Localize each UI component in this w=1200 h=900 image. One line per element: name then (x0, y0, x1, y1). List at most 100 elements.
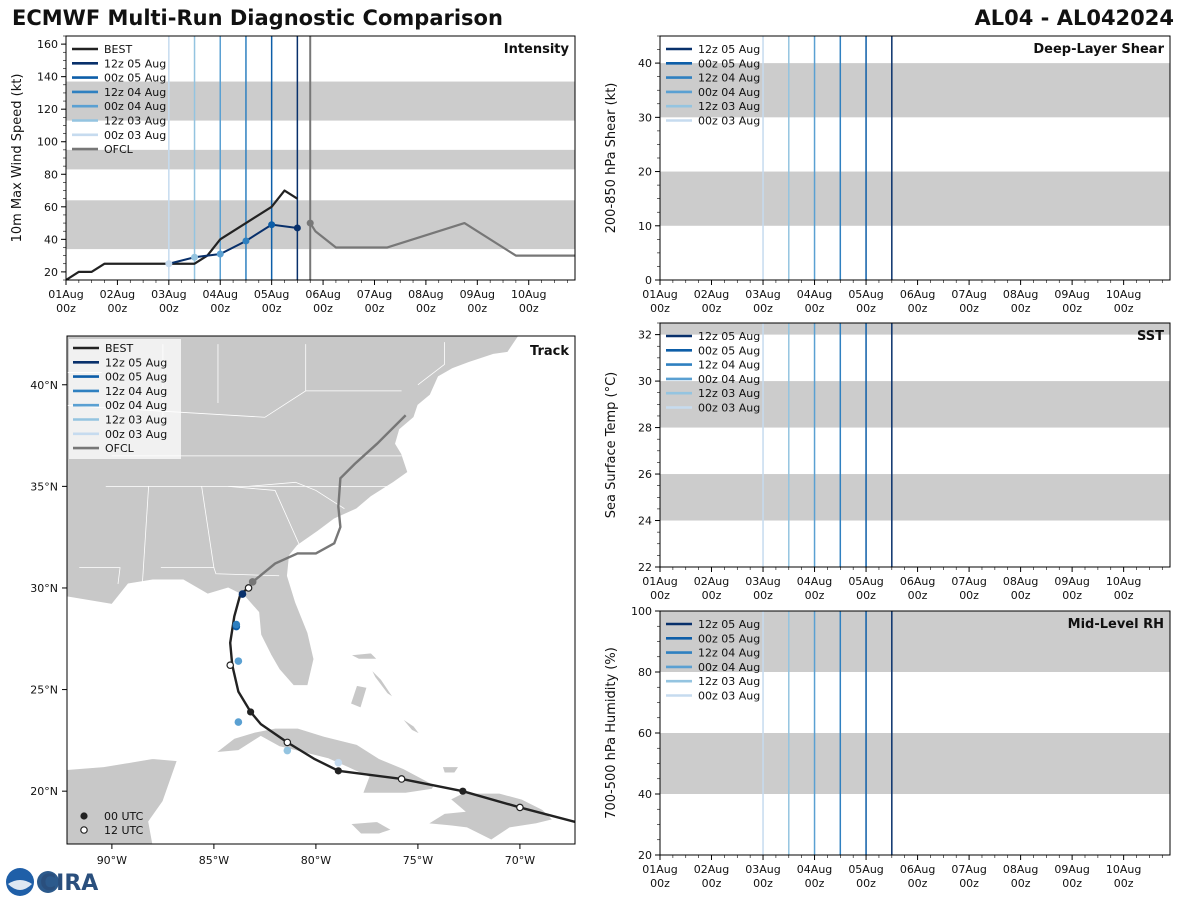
sst-xtick-label-0: 01Aug (642, 575, 677, 588)
shear-legend-item-4: 12z 03 Aug (698, 100, 760, 113)
intensity-marker-1 (268, 221, 276, 229)
rh-xtick-sublabel-6: 00z (959, 877, 979, 890)
rh-legend-item-3: 00z 04 Aug (698, 661, 760, 674)
intensity-title: Intensity (504, 42, 570, 57)
sst-ylabel: Sea Surface Temp (°C) (604, 372, 619, 519)
shear-xtick-sublabel-7: 00z (1011, 302, 1031, 315)
track-lat-label-2: 30°N (30, 582, 58, 595)
land-puerto-rico (574, 821, 575, 824)
sst-legend-item-3: 00z 04 Aug (698, 373, 760, 386)
intensity-band-2 (66, 81, 575, 121)
best-point-00utc-2 (247, 708, 255, 716)
rh-xtick-label-3: 04Aug (797, 863, 832, 876)
run-position-5 (283, 746, 292, 755)
intensity-legend-item-7: OFCL (104, 143, 134, 156)
shear-xtick-sublabel-9: 00z (1114, 302, 1134, 315)
rh-xtick-sublabel-2: 00z (753, 877, 773, 890)
rh-xtick-sublabel-1: 00z (702, 877, 722, 890)
track-lon-label-1: 85°W (199, 854, 229, 867)
intensity-ytick-label-0: 20 (44, 266, 58, 279)
shear-legend-item-1: 00z 05 Aug (698, 57, 760, 70)
best-point-12utc-4 (244, 584, 253, 592)
shear-xtick-sublabel-0: 00z (650, 302, 670, 315)
shear-xtick-sublabel-5: 00z (908, 302, 928, 315)
rh-xtick-label-5: 06Aug (900, 863, 935, 876)
shear-band-1 (660, 63, 1170, 118)
intensity-legend-item-6: 00z 03 Aug (104, 129, 166, 142)
intensity-ytick-label-4: 100 (37, 136, 58, 149)
sst-xtick-sublabel-5: 00z (908, 589, 928, 602)
track-lat-label-0: 20°N (30, 785, 58, 798)
shear-xtick-label-7: 08Aug (1003, 288, 1038, 301)
sst-title: SST (1137, 329, 1164, 344)
rh-ytick-label-3: 80 (638, 666, 652, 679)
intensity-xtick-sublabel-6: 00z (365, 302, 385, 315)
state-border-0 (142, 486, 150, 582)
utc-legend-12-marker (80, 826, 88, 834)
track-legend-item-7: OFCL (105, 442, 135, 455)
intensity-xtick-label-6: 07Aug (357, 288, 392, 301)
shear-xtick-label-9: 10Aug (1106, 288, 1141, 301)
shear-ytick-label-4: 40 (638, 57, 652, 70)
track-lon-label-0: 90°W (97, 854, 127, 867)
intensity-marker-5 (165, 260, 173, 268)
intensity-xtick-sublabel-5: 00z (313, 302, 333, 315)
sst-band-1 (660, 381, 1170, 428)
sst-xtick-sublabel-9: 00z (1114, 589, 1134, 602)
rh-legend-item-5: 00z 03 Aug (698, 690, 760, 703)
track-lon-label-2: 80°W (301, 854, 331, 867)
sst-band-0 (660, 474, 1170, 521)
svg-text:CIRA: CIRA (40, 871, 98, 896)
shear-band-0 (660, 171, 1170, 226)
globe-icon (37, 871, 59, 893)
shear-legend-item-2: 12z 04 Aug (698, 72, 760, 85)
intensity-xtick-label-7: 08Aug (408, 288, 443, 301)
intensity-band-1 (66, 149, 575, 170)
sst-ytick-label-0: 22 (638, 561, 652, 574)
intensity-xtick-label-0: 01Aug (48, 288, 83, 301)
intensity-legend-item-2: 00z 05 Aug (104, 72, 166, 85)
intensity-xtick-sublabel-2: 00z (159, 302, 179, 315)
rh-xtick-label-4: 05Aug (848, 863, 883, 876)
intensity-xtick-label-5: 06Aug (305, 288, 340, 301)
track-legend-item-1: 12z 05 Aug (105, 356, 167, 369)
sst-ytick-label-4: 30 (638, 375, 652, 388)
sst-legend-item-2: 12z 04 Aug (698, 359, 760, 372)
rh-xtick-label-9: 10Aug (1106, 863, 1141, 876)
shear-ytick-label-1: 10 (638, 220, 652, 233)
intensity-xtick-label-9: 10Aug (511, 288, 546, 301)
rh-xtick-label-6: 07Aug (951, 863, 986, 876)
shear-ytick-label-3: 30 (638, 111, 652, 124)
rh-legend-item-4: 12z 03 Aug (698, 675, 760, 688)
track-legend-item-0: BEST (105, 342, 133, 355)
state-border-2 (160, 567, 280, 577)
intensity-marker-4 (191, 253, 199, 261)
rh-xtick-label-0: 01Aug (642, 863, 677, 876)
intensity-plot-area (66, 36, 575, 280)
track-legend-item-5: 12z 03 Aug (105, 414, 167, 427)
track-frame (66, 335, 576, 845)
land-bahamas-1 (349, 652, 379, 660)
land-bahamas-2 (350, 685, 368, 709)
state-border-6 (228, 485, 300, 546)
shear-xtick-sublabel-1: 00z (702, 302, 722, 315)
intensity-xtick-sublabel-7: 00z (416, 302, 436, 315)
intensity-legend-item-3: 12z 04 Aug (104, 86, 166, 99)
sst-ytick-label-1: 24 (638, 515, 652, 528)
sst-legend-item-1: 00z 05 Aug (698, 344, 760, 357)
intensity-xtick-sublabel-3: 00z (210, 302, 230, 315)
track-lon-label-4: 70°W (505, 854, 535, 867)
track-legend-item-2: 00z 05 Aug (105, 371, 167, 384)
intensity-marker-6 (306, 219, 314, 227)
shear-ytick-label-2: 20 (638, 166, 652, 179)
intensity-marker-3 (216, 250, 224, 258)
intensity-ytick-label-7: 160 (37, 38, 58, 51)
rh-title: Mid-Level RH (1068, 617, 1164, 632)
shear-legend-item-5: 00z 03 Aug (698, 115, 760, 128)
sst-xtick-sublabel-8: 00z (1062, 589, 1082, 602)
sst-xtick-label-8: 09Aug (1054, 575, 1089, 588)
intensity-legend-item-4: 00z 04 Aug (104, 100, 166, 113)
utc-legend-00: 00 UTC (104, 810, 144, 823)
